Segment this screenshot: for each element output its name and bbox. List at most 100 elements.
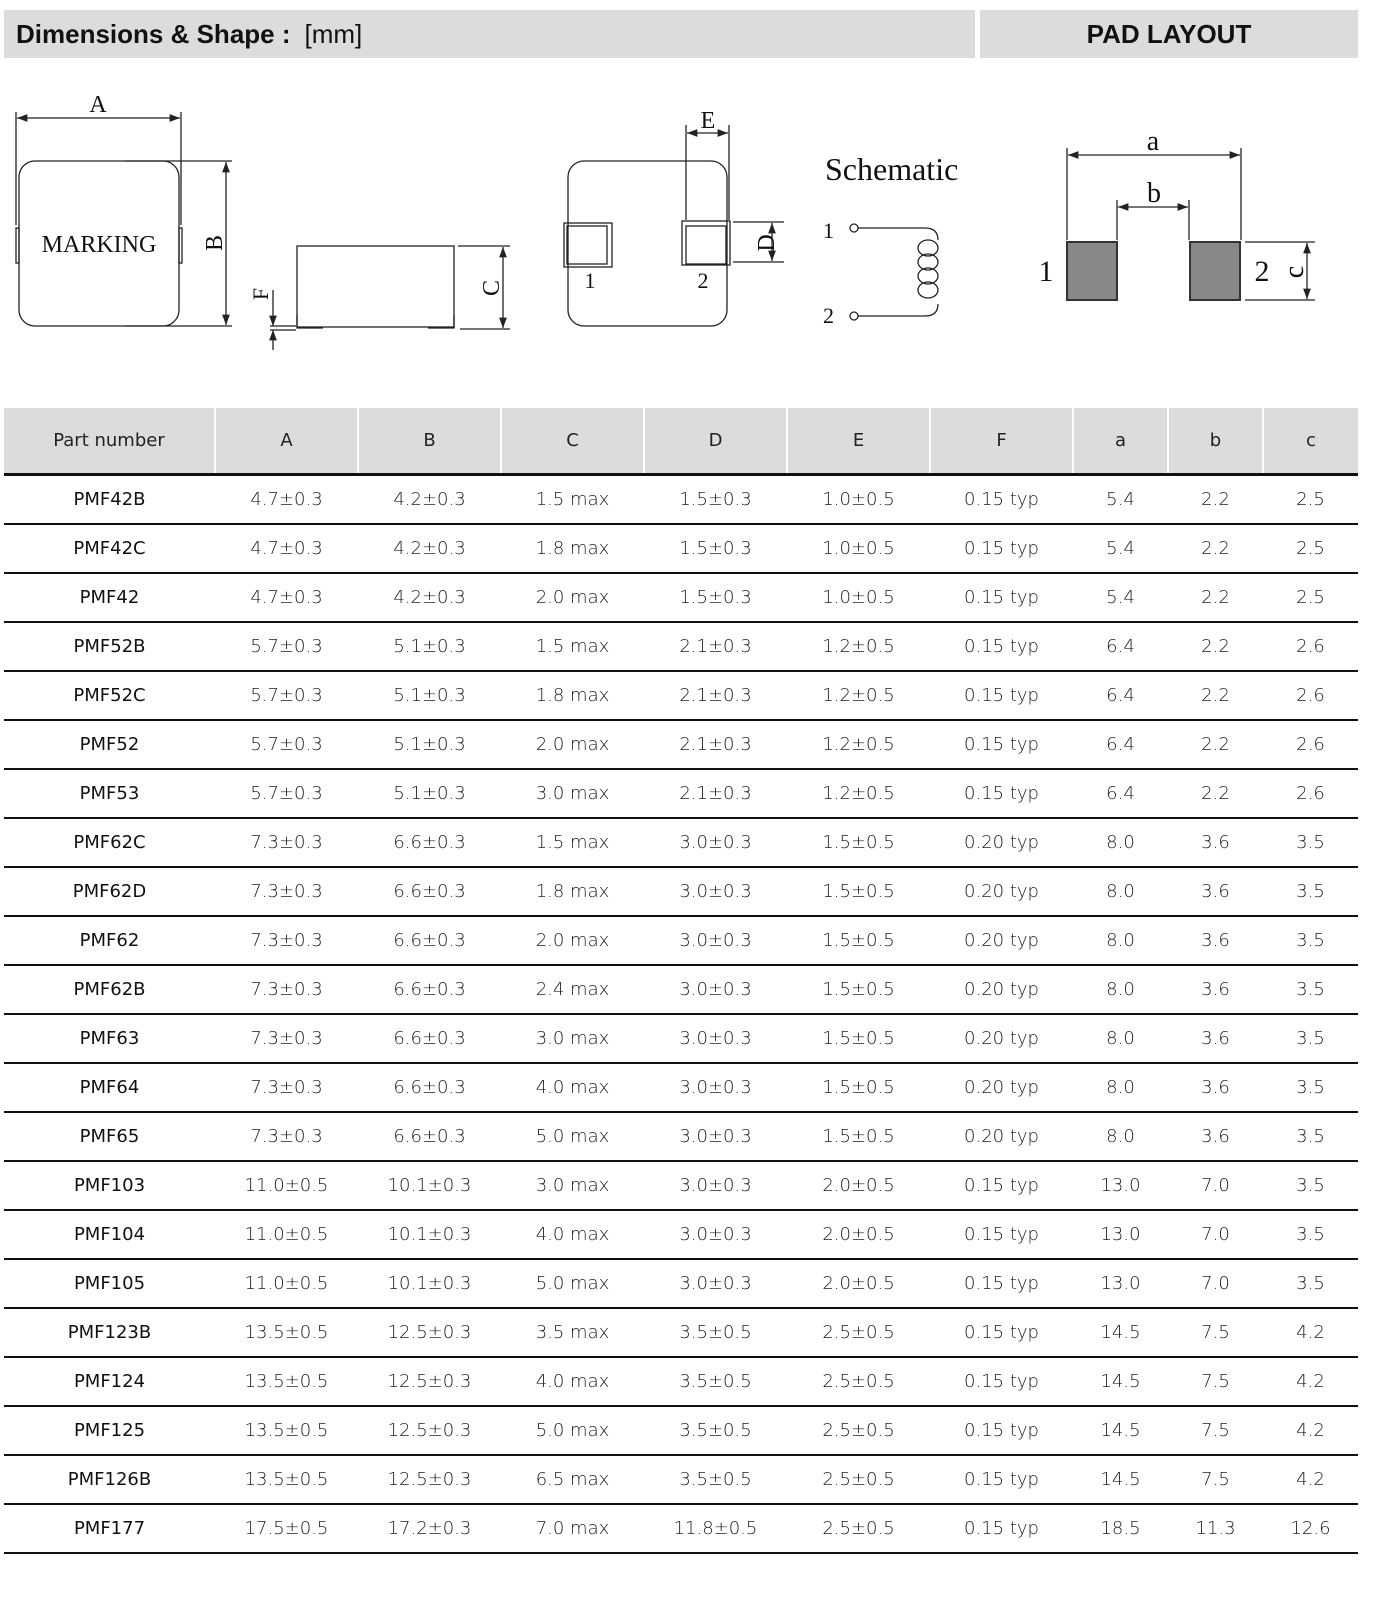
dimension-cell: 7.3±0.3: [215, 867, 358, 917]
unit-label: [mm]: [304, 18, 363, 49]
dimension-cell: 6.6±0.3: [358, 818, 501, 868]
marking-label: MARKING: [42, 232, 157, 258]
dimension-cell: 0.15 typ: [930, 573, 1073, 623]
dimension-cell: 3.5: [1263, 965, 1358, 1015]
dimension-cell: 3.6: [1168, 1014, 1263, 1064]
dimension-cell: 0.20 typ: [930, 867, 1073, 917]
dimension-cell: 3.6: [1168, 1112, 1263, 1162]
table-row: PMF104 11.0±0.5 10.1±0.3 4.0 max 3.0±0.3 2.0±…: [4, 1210, 1358, 1260]
dimension-cell: 3.5: [1263, 916, 1358, 966]
dimension-cell: 1.2±0.5: [787, 622, 930, 672]
dimension-cell: 3.5: [1263, 867, 1358, 917]
dimension-cell: 7.3±0.3: [215, 916, 358, 966]
dimension-cell: 3.5: [1263, 1014, 1358, 1064]
column-header: B: [357, 408, 501, 476]
dimension-cell: 0.15 typ: [930, 1210, 1073, 1260]
dim-label-a: a: [1147, 126, 1160, 157]
dimension-cell: 5.1±0.3: [358, 671, 501, 721]
dimension-cell: 17.5±0.5: [215, 1504, 358, 1554]
dimension-cell: 4.2: [1263, 1406, 1358, 1456]
dimension-cell: 2.5±0.5: [787, 1504, 930, 1554]
table-row: PMF126B 13.5±0.5 12.5±0.3 6.5 max 3.5±0.5 2.5…: [4, 1455, 1358, 1505]
table-row: PMF42C 4.7±0.3 4.2±0.3 1.8 max 1.5±0.3 1.0±0.…: [4, 524, 1358, 574]
dimension-cell: 2.2: [1168, 524, 1263, 574]
dimension-cell: 4.7±0.3: [215, 524, 358, 574]
dimension-cell: 12.6: [1263, 1504, 1358, 1554]
dimension-cell: 5.1±0.3: [358, 622, 501, 672]
dimension-cell: 2.0 max: [501, 720, 644, 770]
part-number-cell: PMF65: [4, 1112, 215, 1162]
dimension-cell: 4.0 max: [501, 1357, 644, 1407]
table-row: PMF64 7.3±0.3 6.6±0.3 4.0 max 3.0±0.3 1.5±0.5…: [4, 1063, 1358, 1113]
dimension-cell: 2.4 max: [501, 965, 644, 1015]
table-row: PMF62 7.3±0.3 6.6±0.3 2.0 max 3.0±0.3 1.5±0.5…: [4, 916, 1358, 966]
dimension-cell: 1.0±0.5: [787, 474, 930, 525]
table-row: PMF62C 7.3±0.3 6.6±0.3 1.5 max 3.0±0.3 1.5±0.…: [4, 818, 1358, 868]
column-header: F: [929, 408, 1073, 476]
dimension-cell: 8.0: [1073, 1063, 1168, 1113]
dimension-cell: 5.7±0.3: [215, 769, 358, 819]
dimension-cell: 3.0±0.3: [644, 1014, 787, 1064]
dimension-cell: 1.5±0.5: [787, 818, 930, 868]
dimension-cell: 5.0 max: [501, 1112, 644, 1162]
part-number-cell: PMF52B: [4, 622, 215, 672]
dimension-cell: 5.7±0.3: [215, 671, 358, 721]
dimension-cell: 1.5±0.5: [787, 1014, 930, 1064]
dimension-cell: 0.20 typ: [930, 1014, 1073, 1064]
column-header: C: [500, 408, 644, 476]
part-number-cell: PMF64: [4, 1063, 215, 1113]
dimension-cell: 2.5±0.5: [787, 1308, 930, 1358]
dimension-cell: 11.3: [1168, 1504, 1263, 1554]
terminal-1-label: 1: [585, 268, 596, 293]
dimension-cell: 3.5: [1263, 1259, 1358, 1309]
dimension-cell: 7.5: [1168, 1357, 1263, 1407]
dimension-cell: 3.6: [1168, 818, 1263, 868]
part-number-cell: PMF126B: [4, 1455, 215, 1505]
column-header: E: [786, 408, 930, 476]
part-number-cell: PMF52C: [4, 671, 215, 721]
pad-2: [1189, 241, 1241, 301]
dimension-cell: 13.0: [1073, 1210, 1168, 1260]
dimension-cell: 2.2: [1168, 671, 1263, 721]
table-row: PMF52B 5.7±0.3 5.1±0.3 1.5 max 2.1±0.3 1.2±0.…: [4, 622, 1358, 672]
dimension-cell: 14.5: [1073, 1357, 1168, 1407]
part-number-cell: PMF52: [4, 720, 215, 770]
dimension-cell: 2.5±0.5: [787, 1357, 930, 1407]
dimension-cell: 1.0±0.5: [787, 573, 930, 623]
dimension-cell: 2.2: [1168, 720, 1263, 770]
dimension-cell: 3.6: [1168, 867, 1263, 917]
dimension-cell: 3.0±0.3: [644, 1210, 787, 1260]
dimension-cell: 3.5: [1263, 1063, 1358, 1113]
column-header: Part number: [4, 408, 215, 476]
dimension-cell: 0.15 typ: [930, 1161, 1073, 1211]
dimension-cell: 8.0: [1073, 1112, 1168, 1162]
column-header: a: [1072, 408, 1168, 476]
dimension-cell: 0.20 typ: [930, 1063, 1073, 1113]
column-header: b: [1167, 408, 1263, 476]
dimension-cell: 1.5±0.5: [787, 1112, 930, 1162]
dimension-cell: 2.1±0.3: [644, 622, 787, 672]
dimension-cell: 8.0: [1073, 1014, 1168, 1064]
table-row: PMF62D 7.3±0.3 6.6±0.3 1.8 max 3.0±0.3 1.5±0.…: [4, 867, 1358, 917]
dimension-cell: 3.0±0.3: [644, 1161, 787, 1211]
dimension-cell: 11.8±0.5: [644, 1504, 787, 1554]
dimension-cell: 6.4: [1073, 769, 1168, 819]
dimension-cell: 2.6: [1263, 769, 1358, 819]
dimension-cell: 4.2: [1263, 1455, 1358, 1505]
part-number-cell: PMF62: [4, 916, 215, 966]
dimension-cell: 7.0: [1168, 1210, 1263, 1260]
top-view-drawing: A MARKING B: [15, 92, 232, 327]
dimension-cell: 1.2±0.5: [787, 769, 930, 819]
dimension-cell: 13.5±0.5: [215, 1406, 358, 1456]
side-view-drawing: C F: [248, 245, 510, 350]
table-row: PMF52C 5.7±0.3 5.1±0.3 1.8 max 2.1±0.3 1.2±0.…: [4, 671, 1358, 721]
dimension-cell: 4.2: [1263, 1308, 1358, 1358]
part-number-cell: PMF42C: [4, 524, 215, 574]
dimension-cell: 1.8 max: [501, 867, 644, 917]
dimension-cell: 2.5±0.5: [787, 1406, 930, 1456]
dimension-cell: 12.5±0.3: [358, 1308, 501, 1358]
dimension-cell: 8.0: [1073, 867, 1168, 917]
dimension-cell: 14.5: [1073, 1455, 1168, 1505]
table-row: PMF177 17.5±0.5 17.2±0.3 7.0 max 11.8±0.5 2.5…: [4, 1504, 1358, 1554]
